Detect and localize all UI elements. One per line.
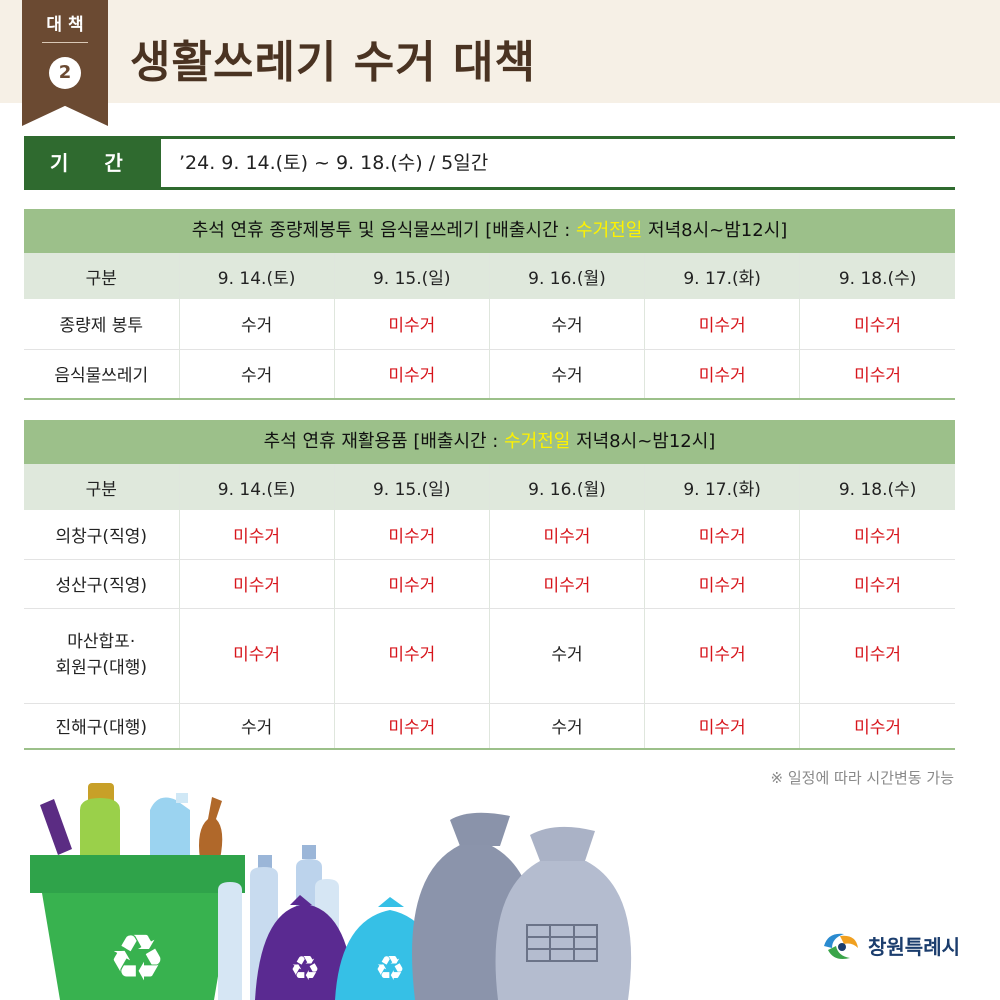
column-header: 9. 17.(화): [644, 464, 801, 510]
schedule-table: 구분 9. 14.(토) 9. 15.(일) 9. 16.(월) 9. 17.(…: [24, 253, 955, 400]
status-cell: 미수거: [644, 559, 801, 609]
title-suffix: 저녁8시~밤12시]: [570, 431, 716, 452]
status-cell: 미수거: [644, 349, 801, 400]
section-badge: 대책 2: [22, 0, 108, 126]
recycling-table: 추석 연휴 재활용품 [배출시간 : 수거전일 저녁8시~밤12시] 구분 9.…: [24, 420, 955, 750]
badge-label: 대책: [46, 15, 90, 35]
row-label: 음식물쓰레기: [24, 349, 180, 400]
column-header: 구분: [24, 464, 180, 510]
status-cell: 미수거: [334, 703, 490, 750]
footnote: ※ 일정에 따라 시간변동 가능: [770, 769, 954, 787]
column-header: 9. 17.(화): [644, 253, 801, 299]
title-highlight: 수거전일: [576, 220, 643, 241]
table-title: 추석 연휴 재활용품 [배출시간 : 수거전일 저녁8시~밤12시]: [24, 420, 955, 464]
svg-text:♻: ♻: [290, 949, 320, 989]
status-cell: 미수거: [334, 510, 490, 560]
status-cell: 미수거: [799, 299, 955, 350]
period-value: ’24. 9. 14.(토) ~ 9. 18.(수) / 5일간: [179, 152, 489, 174]
svg-text:♻: ♻: [108, 922, 165, 996]
table-row: 마산합포· 회원구(대행) 미수거 미수거 수거 미수거 미수거: [24, 608, 955, 704]
general-waste-table: 추석 연휴 종량제봉투 및 음식물쓰레기 [배출시간 : 수거전일 저녁8시~밤…: [24, 209, 955, 400]
status-cell: 미수거: [644, 299, 801, 350]
column-header: 구분: [24, 253, 180, 299]
status-cell: 미수거: [644, 510, 801, 560]
table-row: 의창구(직영) 미수거 미수거 미수거 미수거 미수거: [24, 510, 955, 560]
page-title: 생활쓰레기 수거 대책: [130, 37, 536, 88]
row-label: 성산구(직영): [24, 559, 180, 609]
garbage-bag-icon: [412, 812, 632, 1000]
status-cell: 미수거: [799, 608, 955, 704]
row-label: 진해구(대행): [24, 703, 180, 750]
title-prefix: 추석 연휴 종량제봉투 및 음식물쓰레기 [배출시간 :: [191, 220, 577, 241]
status-cell: 미수거: [179, 559, 335, 609]
status-cell: 수거: [489, 608, 646, 704]
status-cell: 수거: [179, 299, 335, 350]
table-row: 종량제 봉투 수거 미수거 수거 미수거 미수거: [24, 299, 955, 350]
table-row: 성산구(직영) 미수거 미수거 미수거 미수거 미수거: [24, 559, 955, 609]
bottle-icon: [40, 783, 223, 880]
row-label: 종량제 봉투: [24, 299, 180, 350]
status-cell: 미수거: [644, 608, 801, 704]
column-header: 9. 15.(일): [334, 253, 490, 299]
row-label: 마산합포· 회원구(대행): [24, 608, 180, 704]
row-label-line: 회원구(대행): [55, 657, 147, 678]
status-cell: 수거: [489, 299, 646, 350]
city-name: 창원특례시: [868, 934, 960, 959]
status-cell: 미수거: [799, 559, 955, 609]
status-cell: 미수거: [334, 349, 490, 400]
table-header-row: 구분 9. 14.(토) 9. 15.(일) 9. 16.(월) 9. 17.(…: [24, 253, 955, 299]
column-header: 9. 18.(수): [799, 464, 955, 510]
status-cell: 미수거: [179, 510, 335, 560]
title-suffix: 저녁8시~밤12시]: [642, 220, 788, 241]
row-label: 의창구(직영): [24, 510, 180, 560]
schedule-table: 구분 9. 14.(토) 9. 15.(일) 9. 16.(월) 9. 17.(…: [24, 464, 955, 750]
badge-divider: [42, 42, 88, 43]
column-header: 9. 16.(월): [489, 253, 646, 299]
table-row: 진해구(대행) 수거 미수거 수거 미수거 미수거: [24, 703, 955, 750]
header-band: [0, 0, 1000, 103]
status-cell: 미수거: [334, 608, 490, 704]
status-cell: 수거: [179, 349, 335, 400]
status-cell: 미수거: [489, 510, 646, 560]
status-cell: 미수거: [799, 703, 955, 750]
column-header: 9. 14.(토): [179, 464, 335, 510]
status-cell: 수거: [489, 349, 646, 400]
period-bar: 기간 ’24. 9. 14.(토) ~ 9. 18.(수) / 5일간: [24, 136, 955, 190]
status-cell: 미수거: [334, 299, 490, 350]
svg-text:♻: ♻: [375, 949, 405, 989]
column-header: 9. 15.(일): [334, 464, 490, 510]
changwon-logo-icon: [824, 933, 858, 959]
title-highlight: 수거전일: [504, 431, 571, 452]
status-cell: 미수거: [489, 559, 646, 609]
title-prefix: 추석 연휴 재활용품 [배출시간 :: [263, 431, 505, 452]
recycle-bin-icon: ♻: [30, 855, 245, 1000]
table-title: 추석 연휴 종량제봉투 및 음식물쓰레기 [배출시간 : 수거전일 저녁8시~밤…: [24, 209, 955, 253]
row-label-line: 마산합포·: [67, 632, 136, 652]
table-row: 음식물쓰레기 수거 미수거 수거 미수거 미수거: [24, 349, 955, 400]
status-cell: 미수거: [644, 703, 801, 750]
status-cell: 수거: [489, 703, 646, 750]
badge-number: 2: [49, 57, 81, 89]
table-header-row: 구분 9. 14.(토) 9. 15.(일) 9. 16.(월) 9. 17.(…: [24, 464, 955, 510]
status-cell: 미수거: [799, 510, 955, 560]
column-header: 9. 16.(월): [489, 464, 646, 510]
status-cell: 미수거: [799, 349, 955, 400]
status-cell: 수거: [179, 703, 335, 750]
column-header: 9. 18.(수): [799, 253, 955, 299]
recycling-illustration: ♻ ♻ ♻: [30, 783, 632, 1000]
column-header: 9. 14.(토): [179, 253, 335, 299]
period-label: 기간: [24, 139, 161, 187]
city-logo: 창원특례시: [818, 928, 960, 962]
status-cell: 미수거: [179, 608, 335, 704]
status-cell: 미수거: [334, 559, 490, 609]
